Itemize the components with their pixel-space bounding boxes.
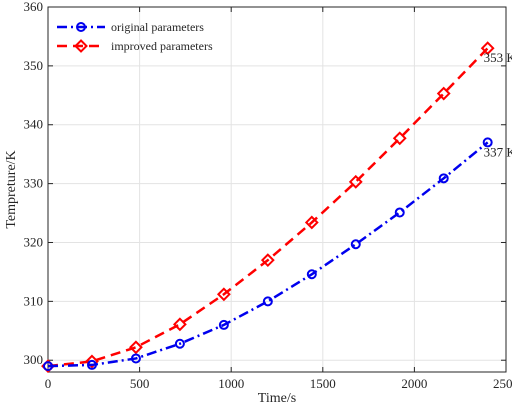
value-annotation: 337 K <box>484 144 512 159</box>
x-axis-title: Time/s <box>258 391 296 406</box>
y-axis-title: Tempreture/K <box>4 150 19 228</box>
data-point-marker <box>306 269 317 280</box>
data-point-marker <box>43 361 53 372</box>
x-tick-label: 2000 <box>401 376 427 391</box>
x-tick-label: 500 <box>130 376 150 391</box>
x-tick-label: 1000 <box>218 376 244 391</box>
series-improved <box>41 41 495 374</box>
data-point-marker <box>392 131 407 146</box>
y-tick-label: 310 <box>24 293 44 308</box>
series <box>41 41 495 374</box>
data-point-marker <box>172 317 187 332</box>
data-point-marker <box>482 137 493 148</box>
data-point-marker <box>216 287 231 302</box>
y-tick-label: 320 <box>24 234 44 249</box>
series-line <box>47 47 489 368</box>
legend-label: improved parameters <box>111 39 213 53</box>
data-point-marker <box>130 353 141 364</box>
series-original <box>43 137 493 372</box>
value-annotation: 353 K <box>484 50 512 65</box>
data-point-marker <box>438 173 449 184</box>
annotations: 353 K 337 K <box>484 50 512 159</box>
legend-entry: improved parameters <box>57 39 213 53</box>
y-tick-label: 360 <box>24 0 44 14</box>
y-tick-label: 330 <box>24 176 44 191</box>
data-point-marker <box>480 41 495 56</box>
data-point-marker <box>218 319 229 330</box>
data-point-marker <box>85 354 99 369</box>
data-point-marker <box>129 340 143 355</box>
legend-entry: original parameters <box>57 20 204 34</box>
x-tick-label: 0 <box>45 376 52 391</box>
data-point-marker <box>394 207 405 218</box>
plot-frame <box>47 6 507 373</box>
x-tick-label: 2500 <box>493 376 512 391</box>
legend-marker <box>76 22 86 32</box>
data-point-marker <box>436 86 451 101</box>
data-point-marker <box>262 296 273 307</box>
data-point-marker <box>350 239 361 250</box>
data-point-marker <box>304 215 319 230</box>
data-point-marker <box>260 253 275 268</box>
data-point-marker <box>348 174 363 189</box>
legend: original parameters improved parameters <box>57 20 213 53</box>
y-tick-label: 350 <box>24 58 44 73</box>
legend-marker <box>74 39 88 53</box>
data-point-marker <box>174 338 185 349</box>
legend-label: original parameters <box>111 20 204 34</box>
x-tick-label: 1500 <box>310 376 336 391</box>
y-tick-label: 300 <box>24 352 44 367</box>
data-point-marker <box>86 359 97 370</box>
y-tick-label: 340 <box>24 117 44 132</box>
axis-ticks: 0 500 1000 1500 2000 2500 300 310 320 330 340 350 36… <box>24 0 512 391</box>
